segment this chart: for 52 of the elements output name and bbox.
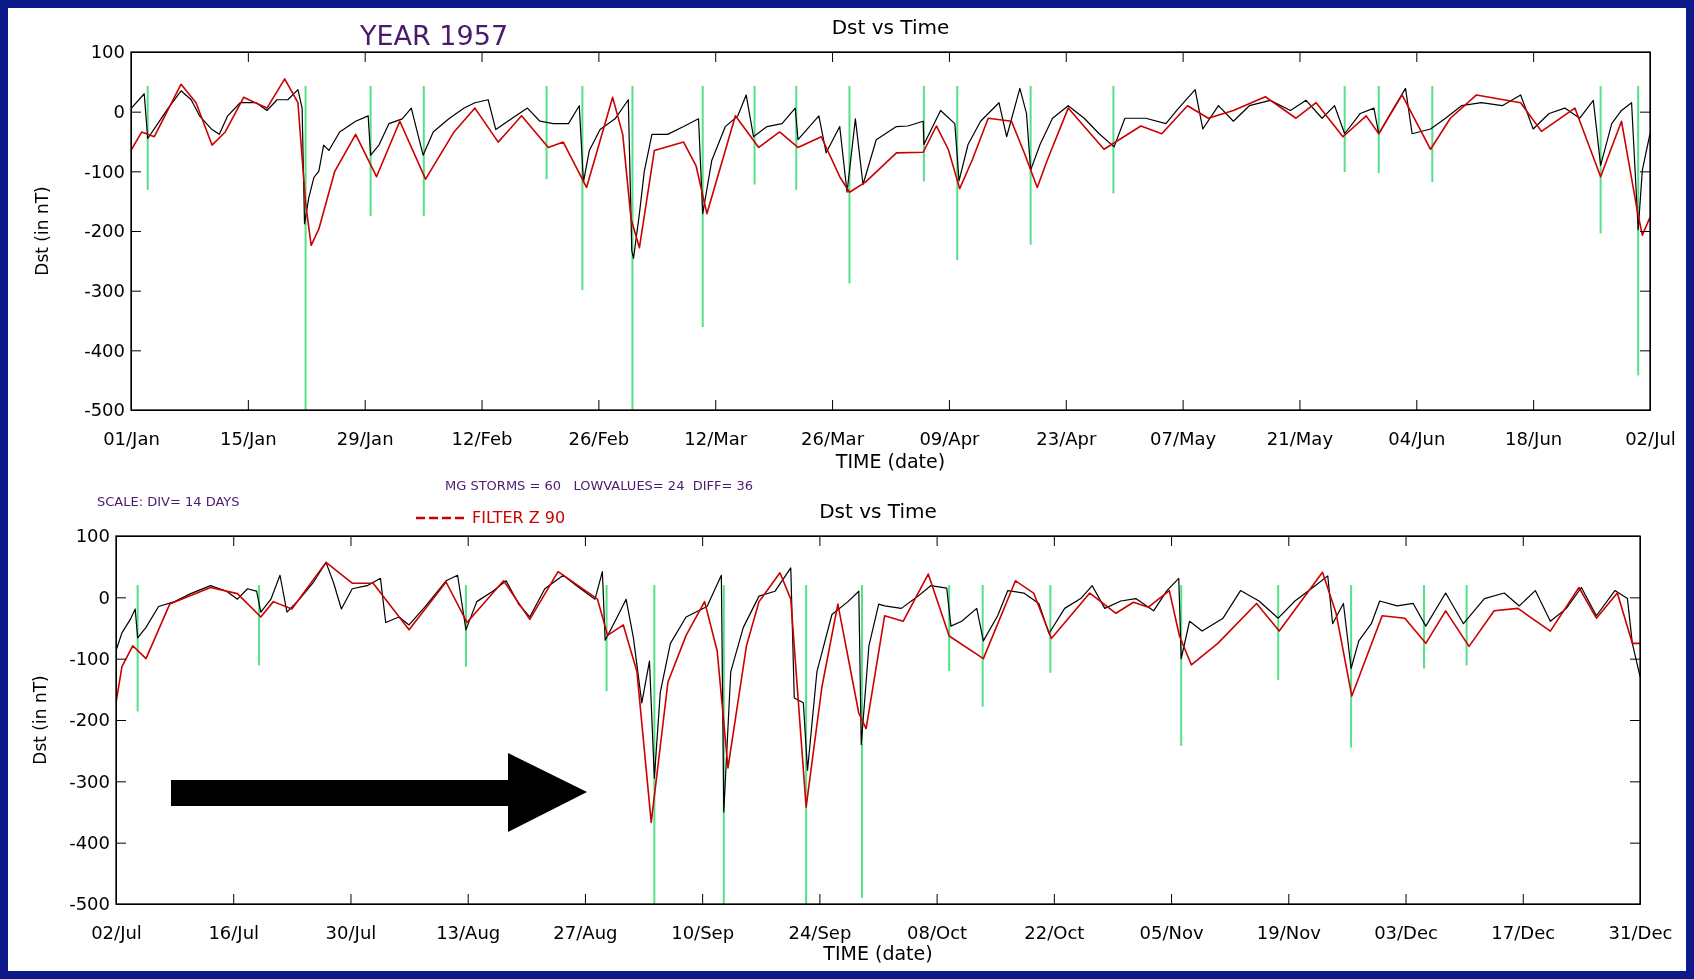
y-tick-label: -200 xyxy=(69,709,110,731)
y-axis-title: Dst (in nT) xyxy=(32,186,52,276)
y-tick-label: -500 xyxy=(84,399,125,421)
x-tick-label: 26/Feb xyxy=(568,427,630,449)
x-tick-label: 19/Nov xyxy=(1256,921,1322,943)
y-tick-label: -100 xyxy=(84,160,125,182)
x-tick-label: 22/Oct xyxy=(1024,921,1085,943)
y-tick-label: 0 xyxy=(113,100,125,122)
x-tick-label: 15/Jan xyxy=(219,427,277,449)
x-tick-label: 07/May xyxy=(1150,427,1217,449)
x-tick-label: 01/Jan xyxy=(103,427,160,449)
y-tick-label: -300 xyxy=(69,770,110,792)
y-tick-label: -400 xyxy=(69,831,110,853)
x-tick-label: 13/Aug xyxy=(436,921,501,943)
x-tick-label: 30/Jul xyxy=(325,921,377,943)
x-tick-label: 26/Mar xyxy=(801,427,865,449)
x-tick-label: 23/Apr xyxy=(1036,427,1097,449)
x-tick-label: 17/Dec xyxy=(1491,921,1556,943)
chart-title: Dst vs Time xyxy=(831,15,950,39)
x-tick-label: 02/Jul xyxy=(91,921,142,943)
text: SCALE: DIV= 14 DAYS xyxy=(97,494,240,509)
y-axis-title: Dst (in nT) xyxy=(30,675,50,765)
chart-title: Dst vs Time xyxy=(819,499,937,523)
y-tick-label: -400 xyxy=(84,339,125,361)
y-tick-label: -300 xyxy=(84,279,125,301)
x-tick-label: 10/Sep xyxy=(671,921,735,943)
y-tick-label: -100 xyxy=(69,647,110,669)
x-axis-title: TIME (date) xyxy=(822,942,933,964)
x-tick-label: 08/Oct xyxy=(907,921,968,943)
x-tick-label: 12/Mar xyxy=(684,427,748,449)
x-tick-label: 05/Nov xyxy=(1139,921,1204,943)
x-tick-label: 16/Jul xyxy=(208,921,260,943)
x-tick-label: 21/May xyxy=(1266,427,1334,449)
text: MG STORMS = 60 LOWVALUES= 24 DIFF= 36 xyxy=(445,478,754,493)
x-tick-label: 29/Jan xyxy=(336,427,394,449)
y-tick-label: 100 xyxy=(75,525,110,547)
x-tick-label: 09/Apr xyxy=(919,427,981,449)
y-tick-label: 100 xyxy=(90,41,125,63)
x-tick-label: 03/Dec xyxy=(1374,921,1438,943)
x-tick-label: 12/Feb xyxy=(451,427,513,449)
x-tick-label: 24/Sep xyxy=(788,921,852,943)
x-tick-label: 27/Aug xyxy=(553,921,618,943)
x-axis-title: TIME (date) xyxy=(834,450,946,472)
x-tick-label: 18/Jun xyxy=(1505,427,1563,449)
x-tick-label: 04/Jun xyxy=(1388,427,1446,449)
y-tick-label: -500 xyxy=(69,893,110,915)
legend-label: FILTER Z 90 xyxy=(472,508,566,527)
text: YEAR 1957 xyxy=(359,20,509,51)
x-tick-label: 31/Dec xyxy=(1608,921,1673,943)
y-tick-label: -200 xyxy=(84,220,125,242)
x-tick-label: 02/Jul xyxy=(1625,427,1676,449)
y-tick-label: 0 xyxy=(98,586,110,608)
